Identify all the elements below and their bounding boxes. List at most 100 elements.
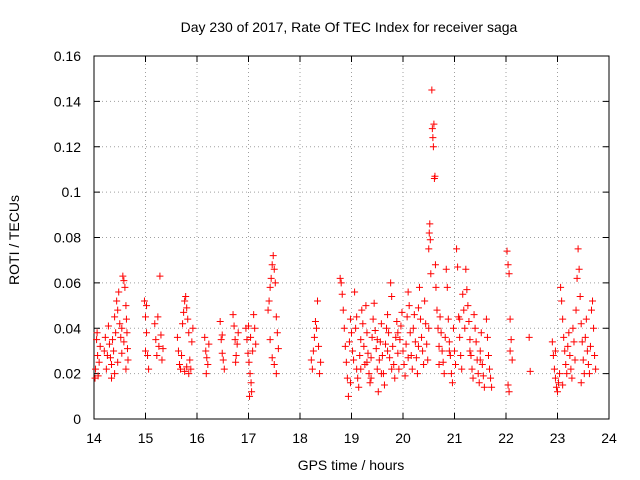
- data-point: [340, 324, 348, 332]
- data-point: [577, 320, 585, 328]
- data-point: [401, 372, 409, 380]
- data-point: [562, 361, 570, 369]
- data-point: [417, 315, 425, 323]
- data-point: [424, 356, 432, 364]
- data-point: [480, 383, 488, 391]
- data-point: [106, 354, 114, 362]
- y-tick-label: 0.04: [54, 320, 81, 336]
- data-point: [355, 383, 363, 391]
- data-point: [218, 331, 226, 339]
- data-point: [188, 338, 196, 346]
- data-point: [583, 347, 591, 355]
- data-point: [315, 342, 323, 350]
- data-point: [270, 361, 278, 369]
- data-point: [505, 270, 513, 278]
- data-point: [551, 347, 559, 355]
- data-point: [460, 306, 468, 314]
- data-point: [178, 351, 186, 359]
- data-point: [437, 329, 445, 337]
- data-point: [311, 317, 319, 325]
- data-point: [183, 304, 191, 312]
- data-point: [102, 365, 110, 373]
- data-point: [201, 333, 209, 341]
- data-point: [247, 379, 255, 387]
- data-point: [569, 324, 577, 332]
- data-point: [110, 347, 118, 355]
- data-point: [430, 120, 438, 128]
- data-point: [479, 372, 487, 380]
- data-point: [431, 261, 439, 269]
- data-point: [105, 340, 113, 348]
- data-point: [269, 252, 277, 260]
- data-point: [316, 370, 324, 378]
- data-point: [558, 297, 566, 305]
- data-point: [373, 336, 381, 344]
- data-point: [272, 370, 280, 378]
- data-point: [414, 304, 422, 312]
- data-point: [428, 86, 436, 94]
- data-point: [351, 288, 359, 296]
- data-point: [426, 236, 434, 244]
- data-point: [415, 283, 423, 291]
- y-axis-title: ROTI / TECUs: [6, 195, 22, 285]
- data-point: [472, 338, 480, 346]
- chart-title: Day 230 of 2017, Rate Of TEC Index for r…: [181, 19, 518, 35]
- data-point: [561, 347, 569, 355]
- data-point: [458, 365, 466, 373]
- y-tick-label: 0.16: [54, 48, 81, 64]
- data-point: [381, 340, 389, 348]
- data-point: [312, 324, 320, 332]
- data-point: [109, 336, 117, 344]
- data-point: [268, 261, 276, 269]
- data-point: [486, 365, 494, 373]
- x-tick-label: 21: [447, 430, 463, 446]
- data-point: [446, 351, 454, 359]
- data-point: [117, 333, 125, 341]
- data-point: [307, 356, 315, 364]
- data-point: [352, 324, 360, 332]
- data-point: [120, 338, 128, 346]
- data-point: [388, 365, 396, 373]
- data-point: [388, 292, 396, 300]
- data-point: [470, 311, 478, 319]
- data-point: [462, 265, 470, 273]
- data-point: [566, 351, 574, 359]
- data-point: [464, 302, 472, 310]
- data-point: [577, 379, 585, 387]
- data-point: [273, 329, 281, 337]
- x-tick-label: 14: [86, 430, 102, 446]
- x-tick-label: 20: [395, 430, 411, 446]
- data-point: [345, 338, 353, 346]
- data-point: [154, 313, 162, 321]
- data-point: [586, 342, 594, 350]
- data-point: [570, 338, 578, 346]
- data-point: [186, 356, 194, 364]
- data-point: [433, 306, 441, 314]
- data-point: [403, 313, 411, 321]
- data-point: [217, 336, 225, 344]
- data-point: [428, 125, 436, 133]
- data-point: [271, 279, 279, 287]
- data-point: [116, 320, 124, 328]
- data-point: [216, 317, 224, 325]
- data-point: [367, 354, 375, 362]
- data-point: [438, 347, 446, 355]
- data-point: [92, 365, 100, 373]
- data-point: [123, 329, 131, 337]
- data-point: [111, 313, 119, 321]
- data-point: [469, 374, 477, 382]
- data-point: [399, 347, 407, 355]
- data-point: [404, 288, 412, 296]
- data-point: [202, 370, 210, 378]
- data-point: [314, 297, 322, 305]
- data-point: [467, 351, 475, 359]
- data-point: [114, 306, 122, 314]
- data-point: [369, 315, 377, 323]
- data-points: [91, 86, 600, 400]
- data-point: [525, 333, 533, 341]
- data-point: [143, 302, 151, 310]
- data-point: [346, 315, 354, 323]
- data-point: [552, 383, 560, 391]
- data-point: [274, 345, 282, 353]
- data-point: [551, 374, 559, 382]
